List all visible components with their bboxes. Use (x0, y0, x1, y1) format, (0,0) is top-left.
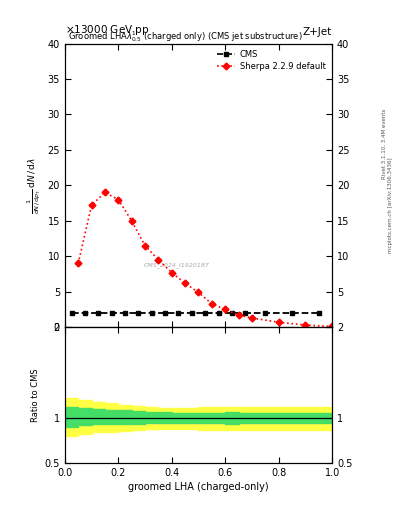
Text: Rivet 3.1.10, 3.4M events: Rivet 3.1.10, 3.4M events (382, 108, 387, 179)
Text: mcplots.cern.ch [arXiv:1306.3436]: mcplots.cern.ch [arXiv:1306.3436] (388, 157, 393, 252)
Text: Z+Jet: Z+Jet (303, 27, 332, 37)
X-axis label: groomed LHA (charged-only): groomed LHA (charged-only) (128, 482, 269, 493)
Y-axis label: $\frac{1}{\mathrm{d}N\,/\,\mathrm{d}p_\mathrm{T}}\,\mathrm{d}N\,/\,\mathrm{d}\la: $\frac{1}{\mathrm{d}N\,/\,\mathrm{d}p_\m… (26, 157, 43, 214)
Text: $\times$13000 GeV pp: $\times$13000 GeV pp (65, 23, 149, 37)
Legend: CMS, Sherpa 2.2.9 default: CMS, Sherpa 2.2.9 default (215, 48, 328, 73)
Y-axis label: Ratio to CMS: Ratio to CMS (31, 369, 40, 422)
Text: Groomed LHA$\lambda^1_{0.5}$ (charged only) (CMS jet substructure): Groomed LHA$\lambda^1_{0.5}$ (charged on… (68, 29, 302, 44)
Text: CMS_2024_I1920187: CMS_2024_I1920187 (144, 262, 210, 268)
